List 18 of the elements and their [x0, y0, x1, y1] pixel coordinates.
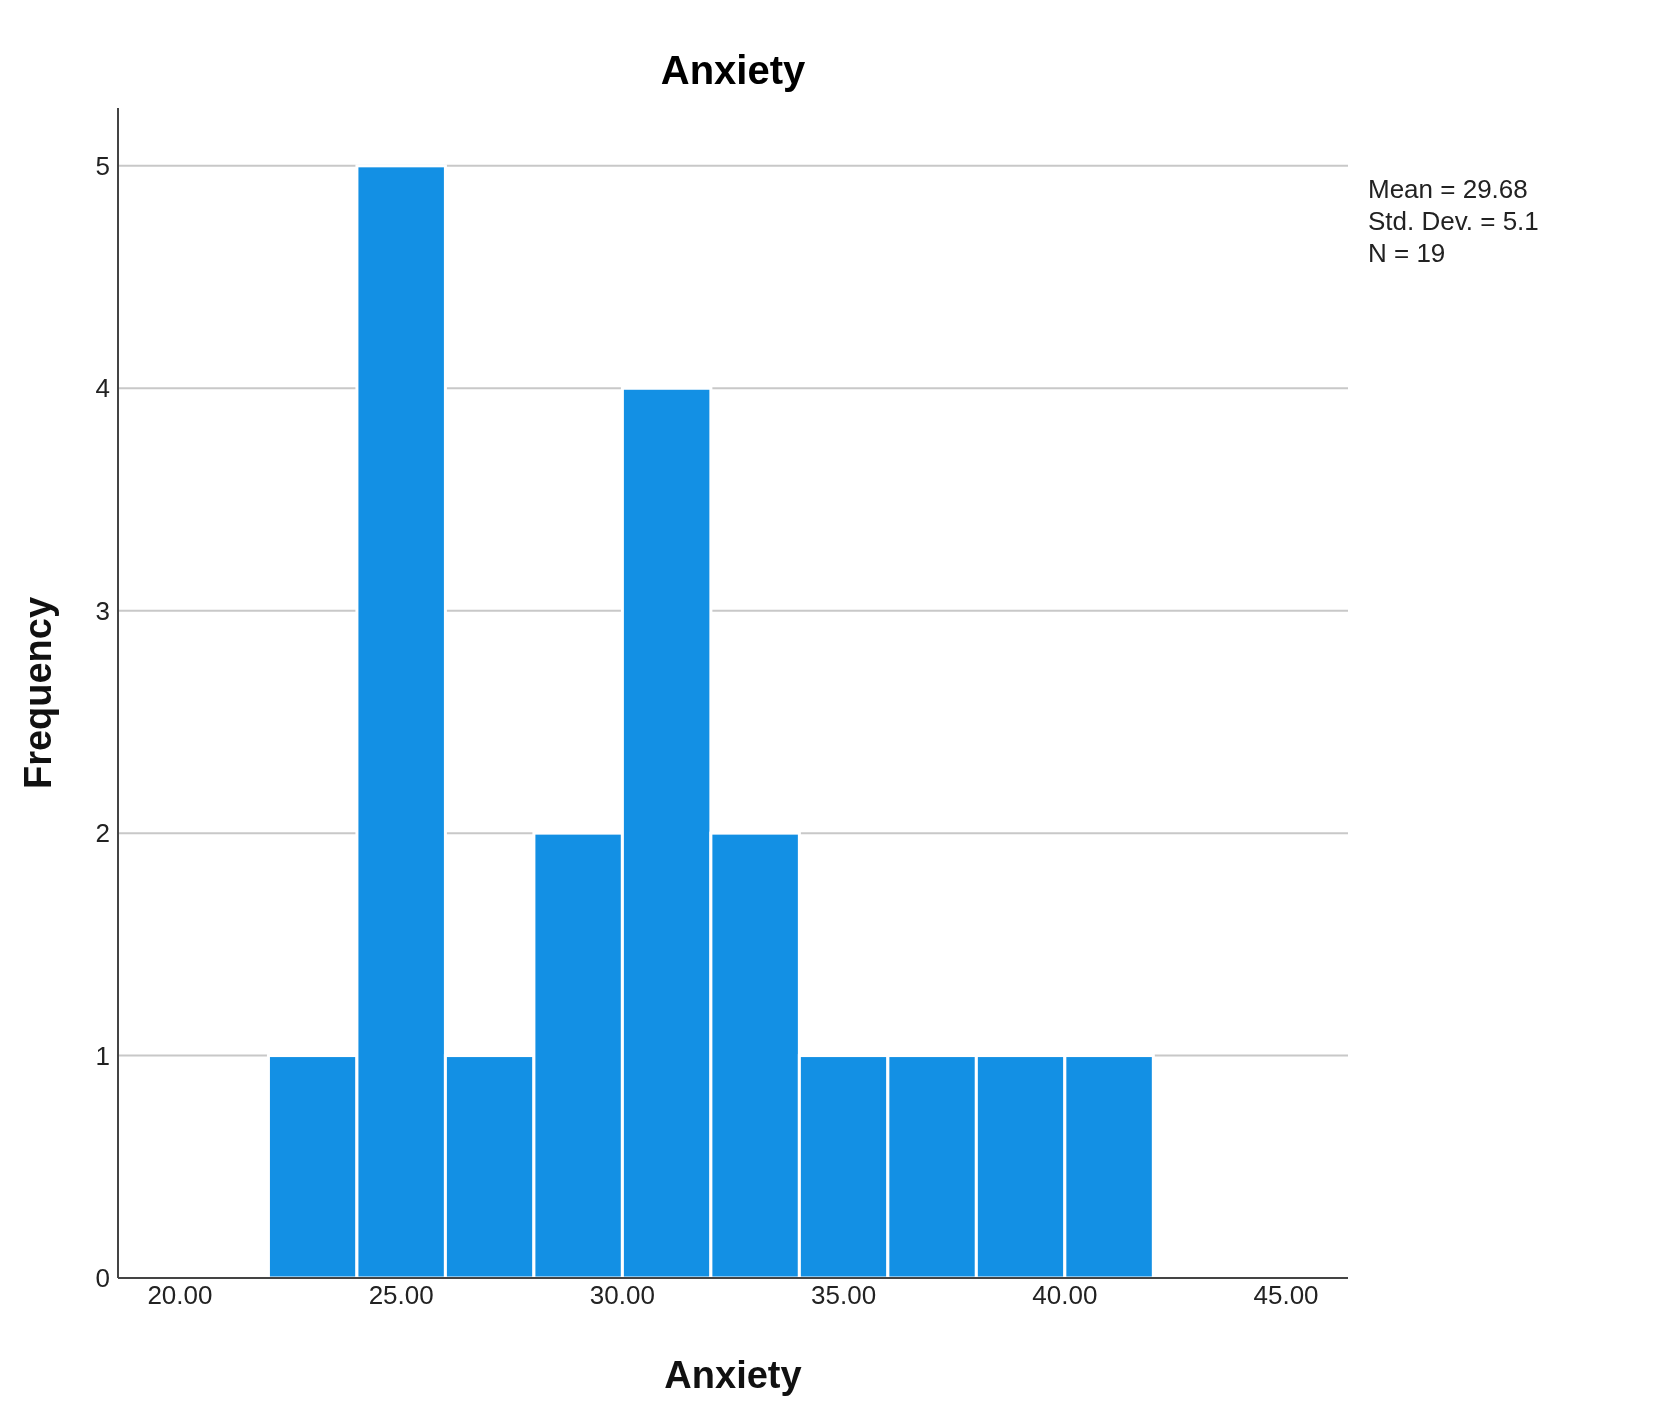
x-tick-label: 40.00 [1032, 1280, 1098, 1311]
y-tick-label: 5 [95, 151, 110, 182]
chart-title: Anxiety [659, 48, 807, 93]
x-tick-label: 20.00 [147, 1280, 213, 1311]
y-tick-label: 1 [95, 1040, 110, 1071]
y-tick-label: 3 [95, 595, 110, 626]
y-axis-title: Frequency [17, 596, 60, 790]
y-tick-label: 0 [95, 1263, 110, 1294]
text: Mean = 29.68 [1368, 173, 1529, 205]
x-tick-label: 30.00 [589, 1280, 655, 1311]
x-tick-label: 25.00 [368, 1280, 434, 1311]
x-tick-label: 35.00 [811, 1280, 877, 1311]
y-tick-label: 2 [95, 818, 110, 849]
x-axis-title: Anxiety [664, 1354, 802, 1396]
x-tick-label: 45.00 [1253, 1280, 1319, 1311]
y-tick-label: 4 [95, 373, 110, 404]
text: N = 19 [1368, 237, 1447, 269]
text: Std. Dev. = 5.1 [1368, 205, 1539, 237]
